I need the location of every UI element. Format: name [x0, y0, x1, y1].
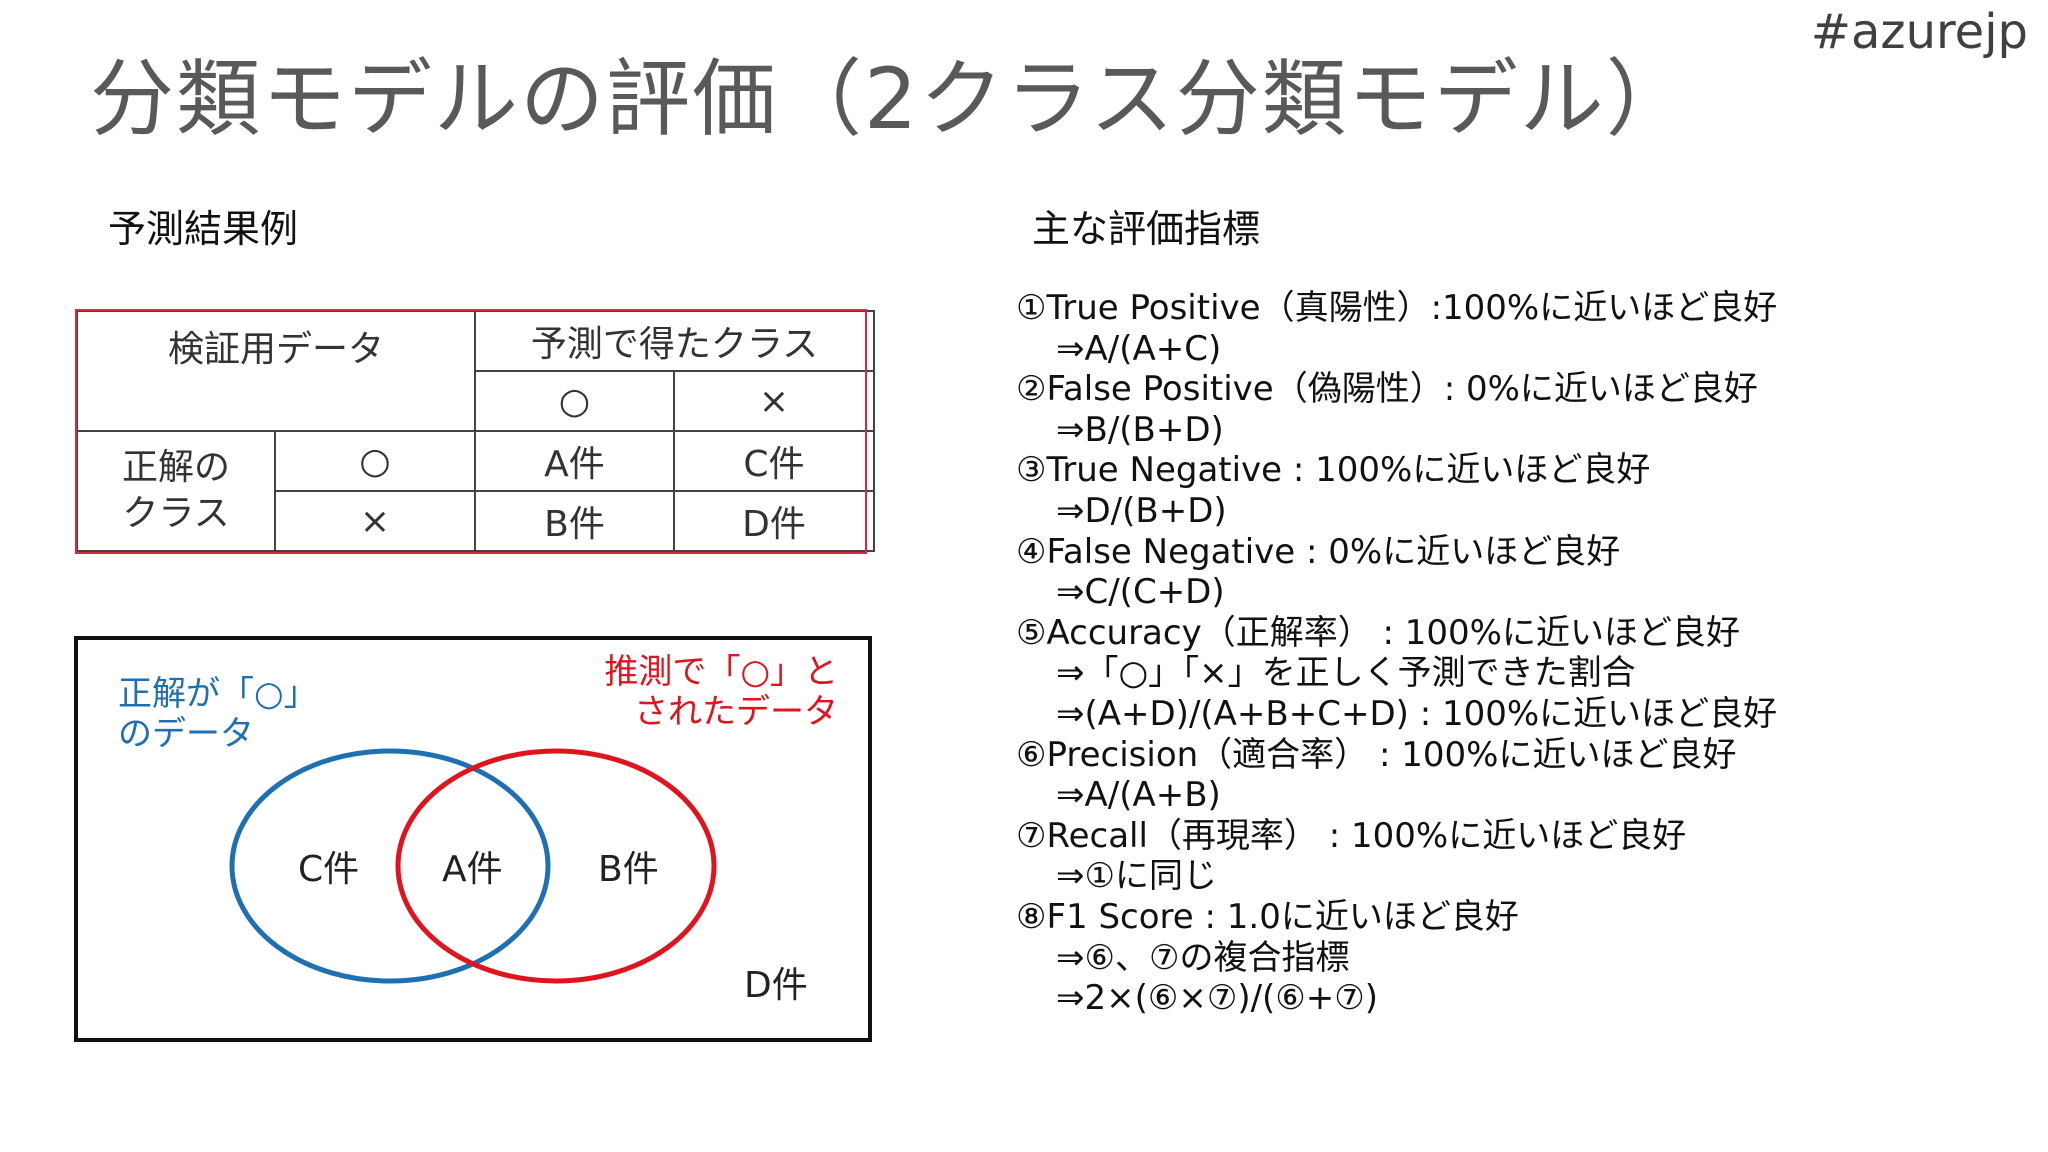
venn-predicted-label-1: 推測で「○」と — [604, 652, 838, 692]
venn-svg — [229, 748, 717, 984]
metric-item: ②False Positive（偽陽性）: 0%に近いほど良好 — [1016, 369, 1758, 410]
cell-a: A件 — [474, 430, 675, 492]
metric-formula: ⇒2×(⑥×⑦)/(⑥+⑦) — [1056, 978, 1379, 1019]
actual-x: × — [274, 490, 476, 552]
venn-b-count: B件 — [598, 849, 659, 890]
metrics-heading: 主な評価指標 — [1032, 207, 1261, 251]
metric-formula: ⇒①に同じ — [1056, 856, 1217, 897]
cell-d: D件 — [673, 490, 875, 552]
venn-actual-label-1: 正解が「○」 — [118, 674, 318, 714]
hashtag: #azurejp — [1810, 4, 2028, 60]
metric-formula: ⇒「○」「×」を正しく予測できた割合 — [1056, 653, 1636, 694]
venn-a-count: A件 — [442, 849, 503, 890]
metric-formula: ⇒(A+D)/(A+B+C+D) : 100%に近いほど良好 — [1056, 693, 1778, 734]
venn-diagram-box: 正解が「○」 のデータ 推測で「○」と されたデータ C件 A件 B件 D件 — [74, 636, 872, 1042]
metric-item: ⑥Precision（適合率） : 100%に近いほど良好 — [1016, 734, 1737, 775]
venn-actual-circle — [229, 748, 551, 984]
venn-c-count: C件 — [298, 849, 360, 890]
metric-item: ⑧F1 Score : 1.0に近いほど良好 — [1016, 896, 1519, 937]
metric-item: ⑤Accuracy（正解率） : 100%に近いほど良好 — [1016, 612, 1740, 653]
metric-formula: ⇒⑥、⑦の複合指標 — [1056, 937, 1350, 978]
actual-class-label: 正解の クラス — [76, 430, 276, 552]
confusion-table: 検証用データ 予測で得たクラス ○ × 正解の クラス ○ A件 C件 × B件 … — [76, 310, 875, 552]
metric-formula: ⇒A/(A+B) — [1056, 775, 1221, 816]
metric-formula: ⇒A/(A+C) — [1056, 328, 1222, 369]
predicted-o: ○ — [474, 370, 675, 432]
header-predicted-class: 予測で得たクラス — [474, 310, 875, 372]
venn-predicted-label: 推測で「○」と されたデータ — [604, 652, 838, 732]
slide-title: 分類モデルの評価（2クラス分類モデル） — [90, 50, 1692, 148]
venn-actual-label-2: のデータ — [118, 714, 254, 754]
header-validation-data: 検証用データ — [76, 310, 476, 432]
metric-item: ④False Negative : 0%に近いほど良好 — [1016, 531, 1621, 572]
actual-o: ○ — [274, 430, 476, 492]
cell-b: B件 — [474, 490, 675, 552]
actual-class-label-1: 正解の — [121, 447, 230, 488]
venn-d-count: D件 — [744, 965, 808, 1006]
cell-c: C件 — [673, 430, 875, 492]
venn-actual-label: 正解が「○」 のデータ — [118, 674, 318, 754]
metric-item: ⑦Recall（再現率） : 100%に近いほど良好 — [1016, 815, 1687, 856]
venn-predicted-circle — [395, 748, 717, 984]
metric-item: ③True Negative : 100%に近いほど良好 — [1016, 450, 1651, 491]
predicted-x: × — [673, 370, 875, 432]
metric-formula: ⇒B/(B+D) — [1056, 409, 1224, 450]
metrics-list: ①True Positive（真陽性）:100%に近いほど良好 ⇒A/(A+C) ②… — [1016, 288, 1777, 1019]
actual-class-label-2: クラス — [122, 493, 230, 534]
metric-formula: ⇒C/(C+D) — [1056, 572, 1225, 613]
metric-formula: ⇒D/(B+D) — [1056, 490, 1227, 531]
prediction-example-heading: 予測結果例 — [108, 207, 299, 251]
metric-item: ①True Positive（真陽性）:100%に近いほど良好 — [1016, 288, 1778, 328]
venn-predicted-label-2: されたデータ — [634, 692, 838, 732]
